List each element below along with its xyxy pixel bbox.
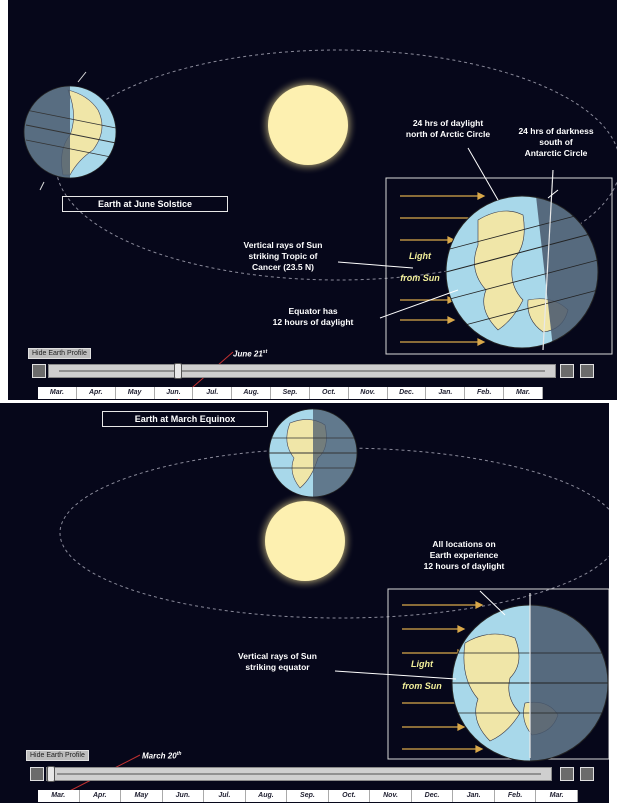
all-locations-note: All locations on Earth experience 12 hours…: [423, 539, 505, 571]
step-back-button[interactable]: [30, 767, 44, 781]
earth-large-june: [446, 196, 598, 348]
month-label: Oct.: [329, 790, 371, 802]
month-label: Apr.: [77, 387, 116, 399]
hide-earth-profile-button[interactable]: Hide Earth Profile: [28, 348, 91, 359]
month-label: Jun.: [155, 387, 194, 399]
month-label: Mar.: [504, 387, 543, 399]
month-label: Jan.: [453, 790, 495, 802]
month-label: Sep.: [271, 387, 310, 399]
month-label: Aug.: [246, 790, 288, 802]
vertical-rays-note: Vertical rays of Sun striking Tropic of Ca…: [243, 240, 323, 272]
step-back-button[interactable]: [32, 364, 46, 378]
earth-small-march: [269, 409, 357, 497]
march-equinox-panel: Earth at March Equinox All locations on E…: [0, 403, 609, 803]
month-label: May: [116, 387, 155, 399]
june-solstice-diagram: [23, 49, 617, 400]
step-forward-button[interactable]: [580, 364, 594, 378]
month-label: Jul.: [193, 387, 233, 399]
month-label: Feb.: [465, 387, 505, 399]
date-slider[interactable]: [46, 766, 552, 782]
current-date: March 20th: [142, 751, 182, 761]
arctic-daylight-note: 24 hrs of daylight north of Arctic Circle: [405, 118, 491, 139]
slider-handle[interactable]: [47, 766, 55, 782]
month-label: Feb.: [495, 790, 537, 802]
month-label: Dec.: [412, 790, 454, 802]
from-sun-label: from Sun: [400, 273, 440, 283]
light-label: Light: [411, 659, 433, 669]
month-label: Oct.: [310, 387, 349, 399]
earth-axis: [542, 169, 554, 351]
month-scale: Mar. Apr. May Jun. Jul. Aug. Sep. Oct. Nov. Dec. J…: [38, 790, 578, 802]
step-forward-button[interactable]: [580, 767, 594, 781]
vertical-rays-note: Vertical rays of Sun striking equator: [238, 651, 317, 672]
orbit-path: [55, 49, 617, 281]
month-label: Mar.: [38, 790, 80, 802]
month-label: Jul.: [204, 790, 246, 802]
june-solstice-panel: Earth at June Solstice 24 hrs of dayligh…: [8, 0, 617, 400]
month-label: Jun.: [163, 790, 205, 802]
equator-note: Equator has 12 hours of daylight: [272, 306, 354, 327]
slider-handle[interactable]: [173, 363, 182, 379]
earth-june-label: Earth at June Solstice: [62, 196, 228, 212]
month-label: Nov.: [349, 387, 388, 399]
zoom-box: [387, 588, 609, 760]
hide-earth-profile-button[interactable]: Hide Earth Profile: [26, 750, 89, 761]
month-label: Sep.: [287, 790, 329, 802]
play-button[interactable]: [560, 364, 574, 378]
march-equinox-diagram: [49, 408, 609, 802]
month-label: Apr.: [80, 790, 122, 802]
orbit-path: [59, 447, 609, 619]
month-label: Jan.: [426, 387, 466, 399]
play-button[interactable]: [560, 767, 574, 781]
month-label: Dec.: [388, 387, 427, 399]
month-label: Mar.: [38, 387, 77, 399]
antarctic-darkness-note: 24 hrs of darkness south of Antarctic Circ…: [518, 126, 594, 158]
light-label: Light: [409, 251, 431, 261]
from-sun-label: from Sun: [402, 681, 442, 691]
month-label: Mar.: [536, 790, 578, 802]
month-label: Aug.: [232, 387, 272, 399]
month-scale: Mar. Apr. May Jun. Jul. Aug. Sep. Oct. Nov. Dec. J…: [38, 387, 543, 399]
earth-march-label: Earth at March Equinox: [102, 411, 268, 427]
current-date: June 21st: [233, 349, 268, 359]
date-slider[interactable]: [48, 363, 556, 379]
earth-small-june: [24, 86, 116, 178]
month-label: Nov.: [370, 790, 412, 802]
month-label: May: [121, 790, 163, 802]
